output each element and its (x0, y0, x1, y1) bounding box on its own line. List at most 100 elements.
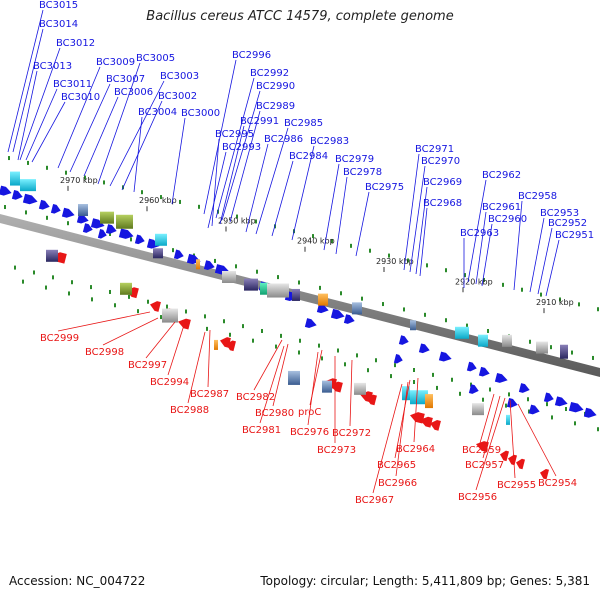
gene-label-top: BC2995 (215, 129, 254, 140)
tick-mark (321, 356, 323, 361)
label-leader-line (545, 239, 560, 297)
gene-label-bottom: BC2959 (462, 445, 501, 456)
tick-mark (388, 253, 390, 258)
gene-label-top: BC3012 (56, 38, 95, 49)
tick-mark (592, 355, 594, 360)
reverse-gene-arrow (226, 340, 236, 352)
gene-label-top: BC2975 (365, 182, 404, 193)
tick-mark (206, 326, 208, 331)
forward-gene-arrow-shape (76, 213, 89, 224)
forward-gene-arrow-shape (304, 318, 317, 328)
label-leader-line (517, 403, 557, 477)
label-leader-line (537, 227, 553, 295)
gene-label-bottom: BC2966 (378, 478, 417, 489)
forward-gene-arrow (38, 199, 50, 210)
tick-mark (91, 297, 93, 302)
label-leader-line (25, 88, 58, 161)
feature-block (78, 204, 88, 217)
forward-gene-arrow-shape (494, 372, 508, 383)
gene-label-bottom: BC2954 (538, 478, 577, 489)
tick-mark (277, 275, 279, 280)
feature-block (318, 293, 328, 306)
forward-gene-arrow-shape (82, 223, 93, 233)
forward-gene-arrow (393, 354, 403, 364)
tick-mark (344, 362, 346, 367)
tick-mark (103, 180, 105, 185)
tick-mark (413, 380, 415, 385)
gene-label-top: BC3000 (181, 108, 220, 119)
scale-label: 2940 kbp (297, 237, 335, 246)
reverse-gene-arrow (330, 381, 343, 393)
tick-mark (172, 248, 174, 253)
label-leader-line (509, 399, 516, 479)
tick-mark (160, 195, 162, 200)
gene-label-top: BC3014 (39, 19, 78, 30)
reverse-gene-arrow (366, 394, 377, 406)
tick-mark (550, 345, 552, 350)
gene-label-top: BC2983 (310, 136, 349, 147)
feature-block (244, 278, 258, 291)
label-leader-line (57, 66, 101, 169)
tick-mark (71, 280, 73, 285)
tick-mark (27, 160, 29, 165)
feature-block (352, 302, 362, 315)
gene-label-top: BC2991 (240, 116, 279, 127)
tick-mark (14, 265, 16, 270)
reverse-gene-arrow (540, 468, 549, 480)
tick-mark (597, 307, 599, 312)
tick-mark (528, 409, 530, 414)
label-leader-line (271, 160, 294, 237)
gene-label-top: BC2970 (421, 156, 460, 167)
tick-mark (426, 263, 428, 268)
forward-gene-arrow (583, 407, 597, 418)
feature-block (100, 211, 114, 224)
label-leader-line (475, 397, 506, 491)
label-leader-line (394, 379, 411, 459)
tick-mark (45, 285, 47, 290)
forward-gene-arrow (22, 193, 38, 205)
forward-gene-arrow-shape (543, 392, 554, 403)
feature-block (214, 339, 218, 350)
reverse-gene-arrow-shape (500, 450, 509, 462)
reverse-gene-arrow-shape (420, 416, 433, 428)
forward-gene-arrow-shape (583, 407, 597, 418)
gene-label-bottom: BC2965 (377, 460, 416, 471)
gene-label-top: BC2993 (222, 142, 261, 153)
label-leader-line (255, 127, 289, 235)
gene-label-bottom: BC2988 (170, 405, 209, 416)
scale-label: 2950 kbp (218, 216, 256, 225)
forward-gene-arrow-shape (466, 361, 477, 372)
gene-label-top: BC2951 (555, 230, 594, 241)
feature-block (410, 320, 416, 331)
tick-mark (204, 314, 206, 319)
tick-mark (559, 297, 561, 302)
reverse-gene-arrow-shape (540, 468, 549, 480)
label-leader-line (229, 110, 261, 223)
tick-mark (432, 372, 434, 377)
tick-mark (33, 270, 35, 275)
tick-mark (546, 402, 548, 407)
forward-gene-arrow-shape (105, 224, 117, 234)
scale-label: 2960 kbp (139, 196, 177, 205)
gene-label-bottom: BC2980 (255, 408, 294, 419)
forward-gene-arrow-shape (418, 343, 430, 354)
gene-label-top: BC2963 (460, 228, 499, 239)
label-leader-line (272, 343, 289, 407)
label-leader-line (207, 329, 211, 388)
forward-gene-arrow (438, 351, 452, 362)
label-leader-line (479, 393, 495, 444)
tick-mark (141, 190, 143, 195)
tick-mark (540, 292, 542, 297)
forward-gene-arrow (146, 238, 160, 249)
forward-gene-arrow (343, 314, 355, 324)
gene-label-top: BC2996 (232, 50, 271, 61)
forward-gene-arrow-shape (316, 303, 329, 314)
tick-mark (261, 328, 263, 333)
reverse-gene-arrow-shape (430, 420, 441, 431)
gene-label-top: BC2961 (482, 202, 521, 213)
feature-block (402, 386, 410, 401)
gene-label-bottom: BC2967 (355, 495, 394, 506)
tick-mark (350, 243, 352, 248)
tick-mark (160, 315, 162, 320)
